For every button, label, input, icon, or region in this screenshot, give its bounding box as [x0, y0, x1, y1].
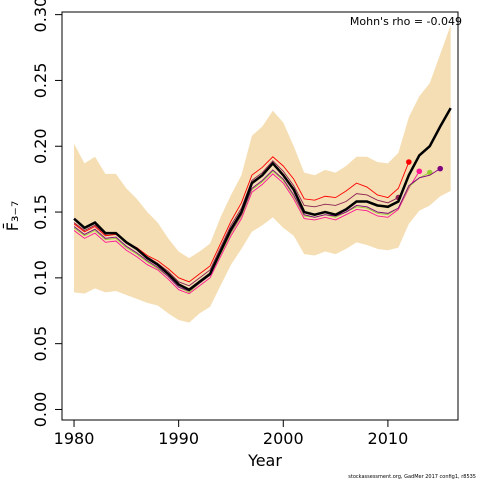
- retro-end-point: [416, 168, 423, 175]
- plot-area: 1980 1990 2000 2010 0.00 0.05 0.10 0.15 0.20 0.25…: [31, 0, 459, 448]
- y-axis-label: F̄₃₋₇: [3, 201, 22, 231]
- retro-line: [73, 171, 420, 295]
- retro-line: [73, 170, 430, 293]
- retro-end-point: [437, 165, 444, 172]
- annotation: Mohn's rho = -0.049: [350, 15, 462, 28]
- footer: stockassessment.org, GadMer 2017 config1…: [348, 474, 476, 480]
- x-tick-label: 2010: [368, 429, 409, 448]
- y-tick-label: 0.15: [31, 194, 50, 230]
- retro-end-point: [406, 159, 412, 165]
- estimate-line: [73, 107, 452, 292]
- y-tick-label: 0.30: [31, 0, 50, 32]
- retro-end-point: [426, 169, 433, 176]
- x-tick-label: 1990: [158, 429, 199, 448]
- x-tick-label: 1980: [54, 429, 95, 448]
- y-tick-label: 0.00: [31, 392, 50, 428]
- x-axis-label: Year: [247, 451, 282, 470]
- plot-frame: [61, 11, 459, 421]
- x-tick-label: 2000: [263, 429, 304, 448]
- retro-line: [73, 168, 441, 292]
- y-tick-label: 0.05: [31, 326, 50, 362]
- y-tick-label: 0.20: [31, 128, 50, 164]
- y-tick-label: 0.25: [31, 63, 50, 99]
- y-tick-label: 0.10: [31, 260, 50, 296]
